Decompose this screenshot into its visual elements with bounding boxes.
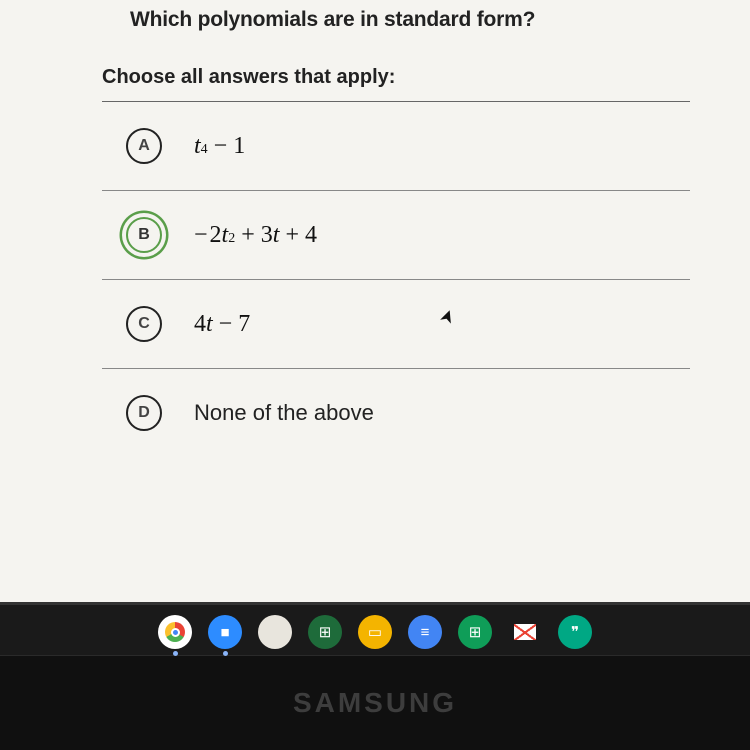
app-icon-1[interactable] xyxy=(258,615,292,649)
slides-icon[interactable]: ▭ xyxy=(358,615,392,649)
option-a[interactable]: At4−1 xyxy=(102,102,690,191)
quiz-screen: Which polynomials are in standard form? … xyxy=(0,0,750,602)
options-list: At4−1 B −2t2+3t+4 C 4t−7 D None of the above xyxy=(102,101,690,457)
option-badge-a[interactable]: A xyxy=(126,128,162,164)
taskbar: ■ ⊞ ▭ ≡ ⊞ ❞ xyxy=(0,602,750,655)
question-text: Which polynomials are in standard form? xyxy=(130,8,690,32)
taskbar-inner: ■ ⊞ ▭ ≡ ⊞ ❞ xyxy=(158,615,592,649)
option-expression: −2t2+3t+4 xyxy=(194,222,317,249)
option-badge-c[interactable]: C xyxy=(126,306,162,342)
option-c[interactable]: C 4t−7 xyxy=(102,280,690,369)
sheets-icon[interactable]: ⊞ xyxy=(458,615,492,649)
chrome-icon[interactable] xyxy=(158,615,192,649)
option-b[interactable]: B −2t2+3t+4 xyxy=(102,191,690,280)
docs-icon[interactable]: ≡ xyxy=(408,615,442,649)
option-badge-b[interactable]: B xyxy=(126,217,162,253)
zoom-icon[interactable]: ■ xyxy=(208,615,242,649)
option-badge-d[interactable]: D xyxy=(126,395,162,431)
monitor-bezel: SAMSUNG xyxy=(0,655,750,750)
gmail-icon[interactable] xyxy=(508,615,542,649)
option-expression: 4t−7 xyxy=(194,311,250,338)
option-text: None of the above xyxy=(194,400,374,426)
instruction-text: Choose all answers that apply: xyxy=(102,66,690,89)
option-expression: t4−1 xyxy=(194,133,245,160)
brand-label: SAMSUNG xyxy=(293,687,457,719)
calc-icon[interactable]: ⊞ xyxy=(308,615,342,649)
option-d[interactable]: D None of the above xyxy=(102,369,690,457)
chat-icon[interactable]: ❞ xyxy=(558,615,592,649)
